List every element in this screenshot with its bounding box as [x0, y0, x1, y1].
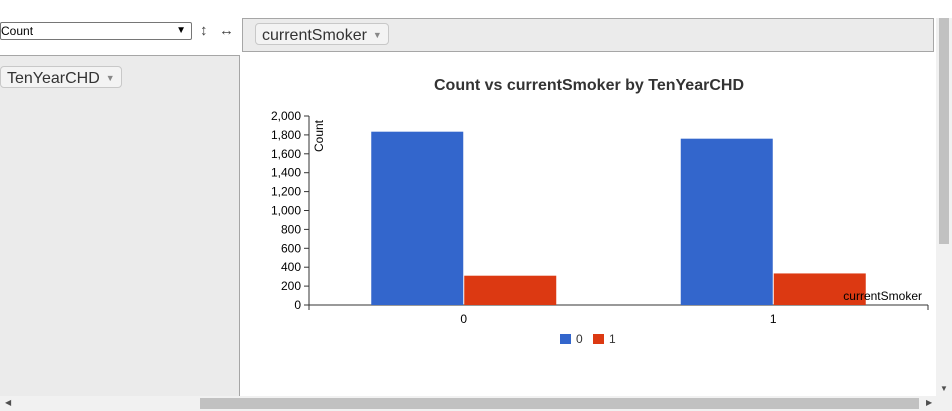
column-fields-area: currentSmoker ▼ [242, 18, 934, 52]
scroll-down-icon[interactable]: ▼ [940, 384, 948, 393]
x-tick-label: 0 [460, 312, 467, 326]
bars [371, 131, 866, 305]
y-tick-label: 600 [281, 241, 301, 255]
bar-chart: Count vs currentSmoker by TenYearCHD 0 20… [271, 77, 929, 346]
legend-swatch [593, 334, 604, 344]
horizontal-scroll-thumb[interactable] [200, 398, 919, 409]
horizontal-scrollbar[interactable]: ◀ ▶ [0, 396, 952, 411]
triangle-down-icon[interactable]: ▼ [372, 30, 382, 40]
field-pill-tenyearchd[interactable]: TenYearCHD ▼ [0, 66, 122, 88]
vertical-scrollbar[interactable]: ▲ ▼ [936, 18, 952, 396]
legend-label: 0 [576, 332, 583, 346]
scroll-left-icon[interactable]: ◀ [5, 398, 12, 407]
vertical-scroll-thumb[interactable] [939, 18, 949, 244]
y-tick-label: 1,600 [271, 147, 301, 161]
chart-area: Count vs currentSmoker by TenYearCHD 0 20… [242, 55, 936, 396]
vertical-arrows-icon[interactable]: ↕ [200, 22, 208, 39]
top-strip [0, 0, 952, 18]
y-axis-label: Count [312, 119, 326, 152]
field-pill-label: currentSmoker [262, 27, 367, 44]
y-tick-label: 800 [281, 222, 301, 236]
y-tick-label: 0 [294, 298, 301, 312]
horizontal-arrows-icon[interactable]: ↔ [219, 22, 234, 39]
aggregator-value: Count [1, 24, 34, 38]
row-fields-area: TenYearCHD ▼ [0, 56, 240, 396]
dropdown-caret-icon: ▼ [176, 25, 186, 36]
y-tick-label: 1,000 [271, 204, 301, 218]
bar-1-0[interactable] [464, 275, 557, 305]
field-pill-label: TenYearCHD [7, 70, 100, 87]
x-tick-label: 1 [770, 312, 777, 326]
triangle-down-icon[interactable]: ▼ [105, 73, 115, 83]
legend-swatch [560, 334, 571, 344]
x-axis-label: currentSmoker [843, 289, 922, 303]
y-tick-label: 200 [281, 279, 301, 293]
bar-0-0[interactable] [371, 131, 464, 305]
legend-label: 1 [609, 332, 616, 346]
y-axis: 0 200 400 600 800 1,000 1,200 1,400 1,600 1,800 2,… [271, 109, 310, 312]
bar-1-1[interactable] [773, 273, 866, 305]
y-tick-label: 1,200 [271, 185, 301, 199]
scroll-right-icon[interactable]: ▶ [926, 398, 933, 407]
y-tick-label: 1,400 [271, 166, 301, 180]
y-tick-label: 1,800 [271, 128, 301, 142]
y-tick-label: 400 [281, 260, 301, 274]
field-pill-currentsmoker[interactable]: currentSmoker ▼ [255, 23, 389, 45]
bar-0-1[interactable] [680, 138, 773, 305]
aggregator-select[interactable]: Count ▼ [0, 22, 192, 40]
chart-title: Count vs currentSmoker by TenYearCHD [434, 77, 744, 94]
y-tick-label: 2,000 [271, 109, 301, 123]
